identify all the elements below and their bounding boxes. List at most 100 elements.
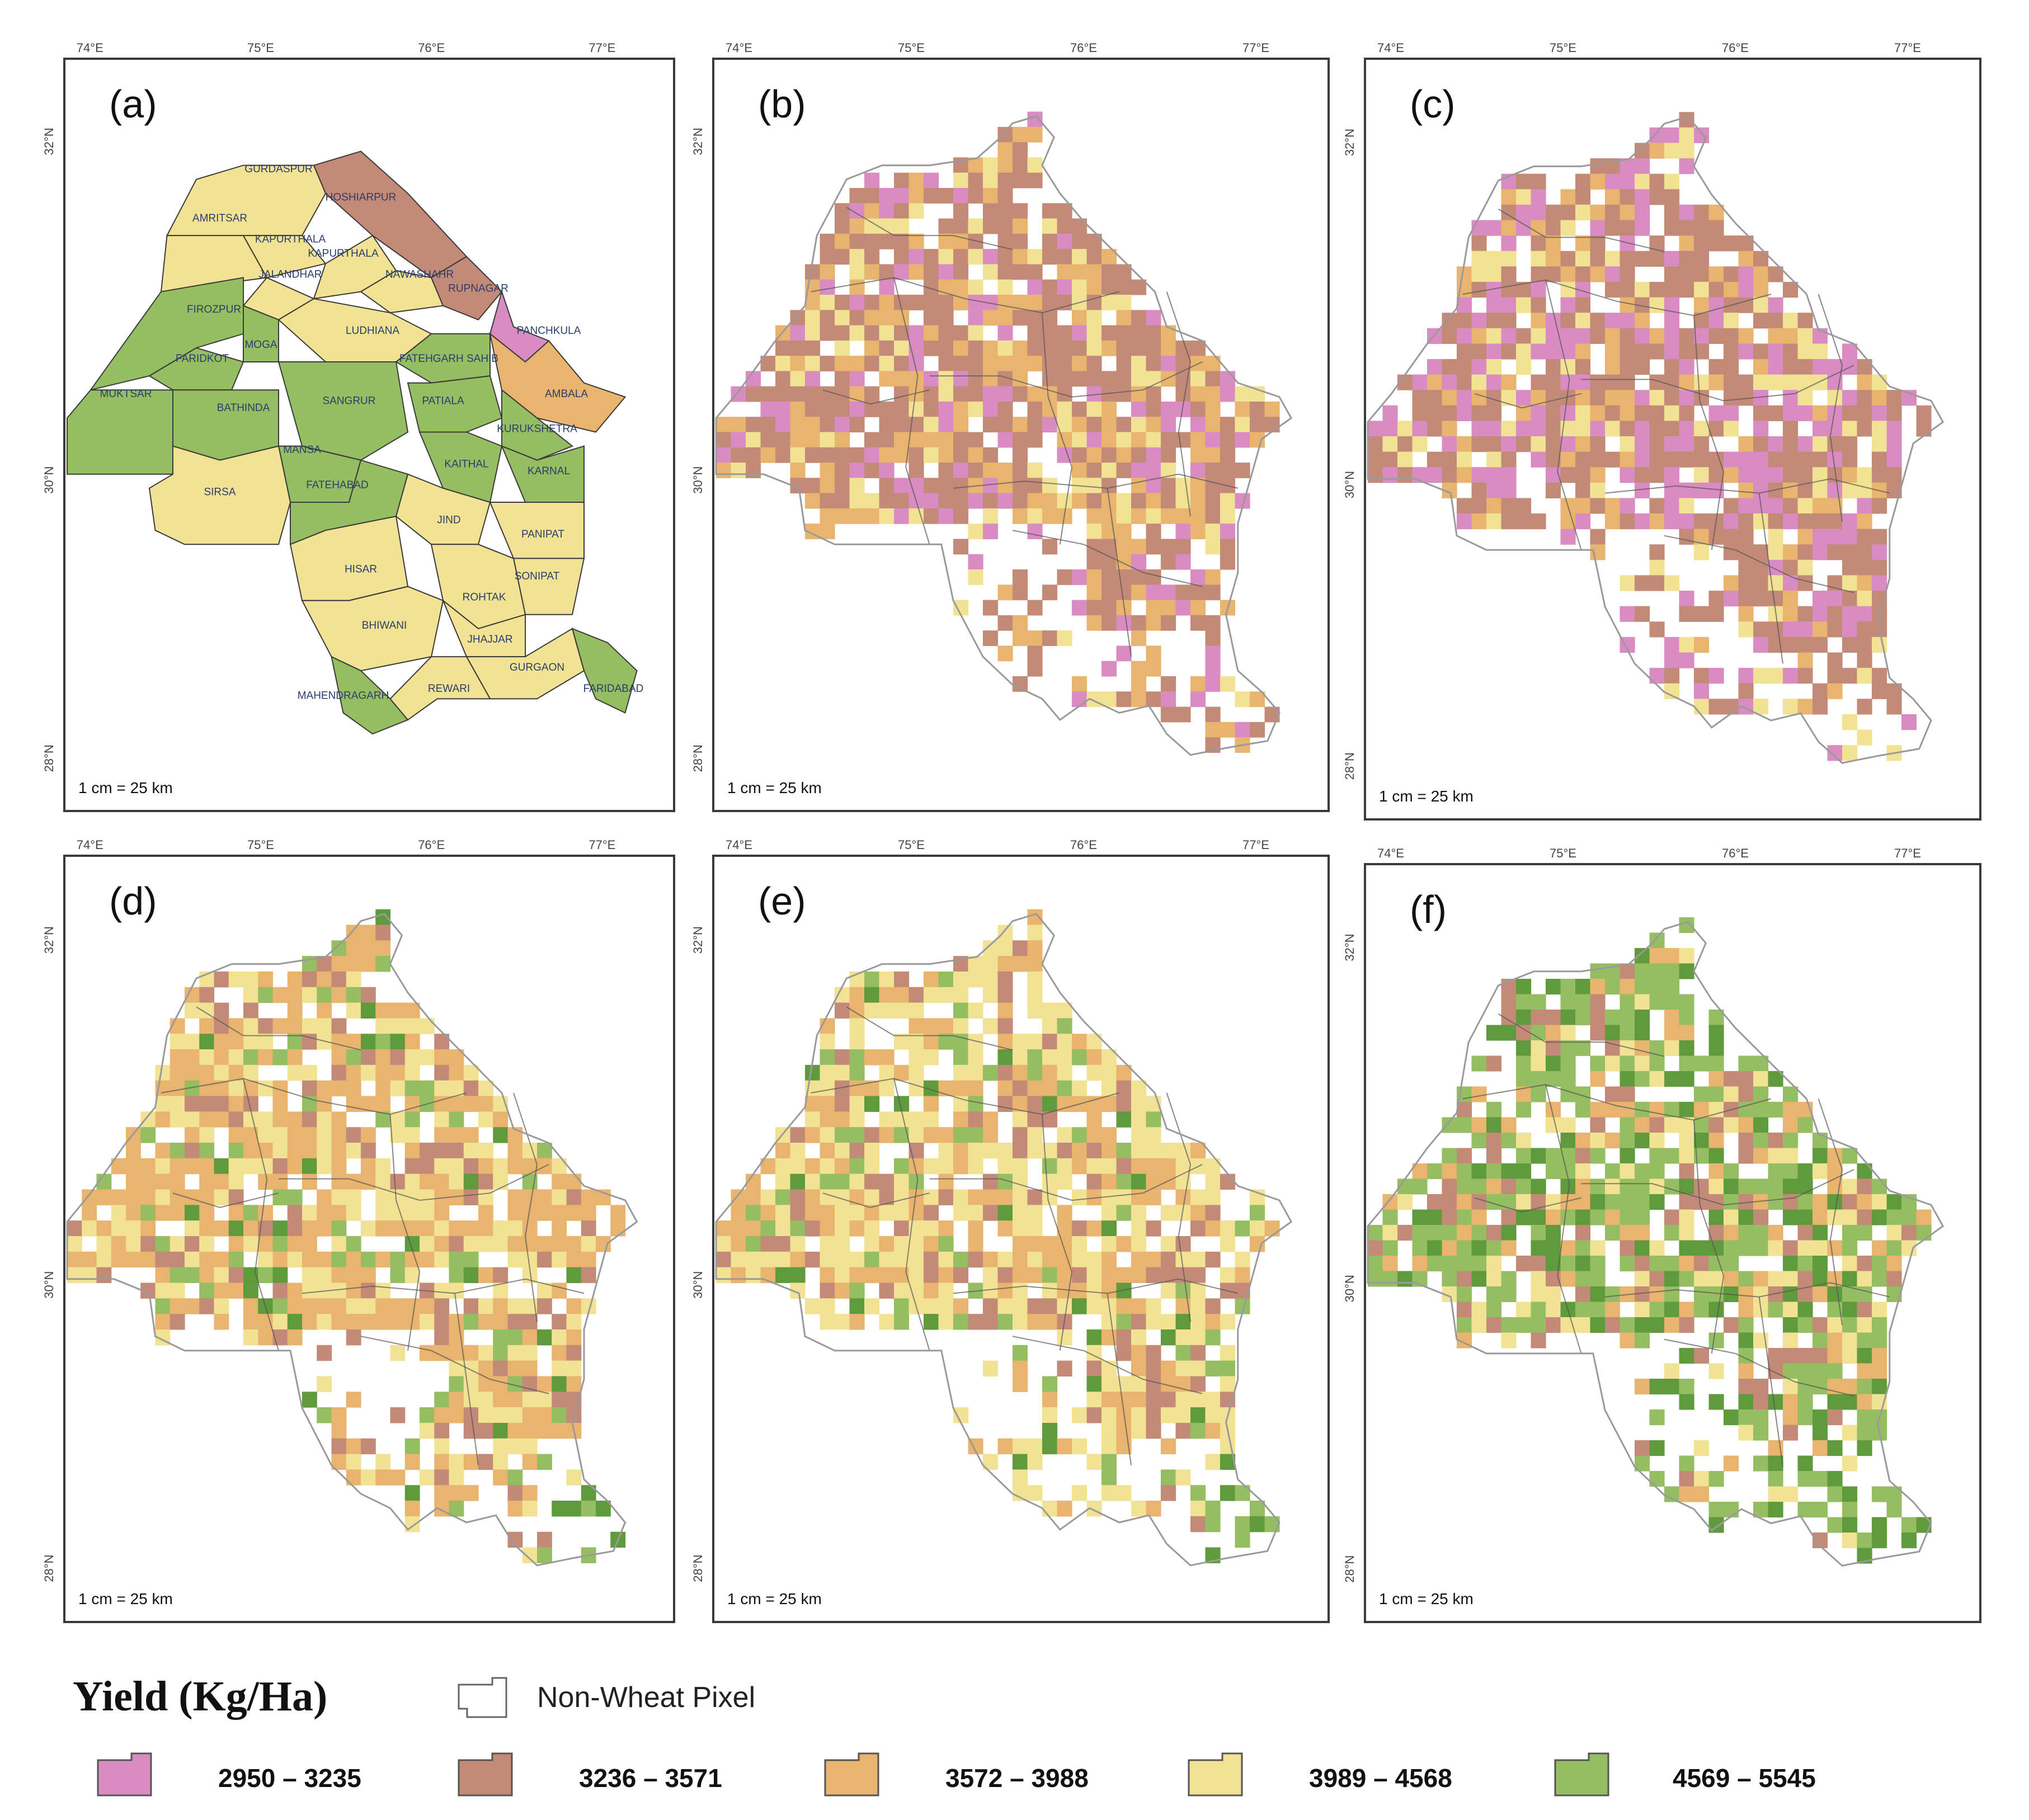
yield-pixel bbox=[835, 1096, 850, 1112]
latitude-tick-label: 32°N bbox=[691, 128, 705, 155]
yield-pixel bbox=[1708, 1332, 1724, 1349]
yield-pixel bbox=[478, 1314, 493, 1330]
district-boundary bbox=[454, 1293, 479, 1465]
yield-pixel bbox=[1146, 508, 1161, 524]
yield-pixel bbox=[1516, 359, 1532, 375]
yield-pixel bbox=[1664, 1025, 1680, 1041]
non-wheat-swatch bbox=[458, 1677, 507, 1718]
yield-pixel bbox=[1724, 405, 1739, 421]
yield-pixel bbox=[1057, 493, 1072, 509]
yield-pixel bbox=[1620, 235, 1635, 252]
yield-pixel bbox=[1635, 1071, 1650, 1087]
yield-pixel bbox=[1635, 421, 1650, 437]
yield-pixel bbox=[1516, 1148, 1532, 1164]
yield-pixel bbox=[894, 1314, 910, 1330]
yield-pixel bbox=[1220, 463, 1236, 478]
yield-pixel bbox=[835, 371, 850, 387]
yield-pixel bbox=[1635, 328, 1650, 344]
yield-pixel bbox=[1501, 994, 1517, 1010]
yield-pixel bbox=[1501, 374, 1517, 390]
yield-pixel bbox=[1116, 1376, 1132, 1392]
yield-pixel bbox=[1205, 1173, 1221, 1190]
yield-pixel bbox=[968, 1002, 983, 1019]
yield-pixel bbox=[82, 1267, 97, 1284]
yield-pixel bbox=[1620, 1117, 1635, 1133]
yield-pixel bbox=[1753, 1240, 1769, 1256]
yield-pixel bbox=[272, 1158, 288, 1175]
yield-pixel bbox=[1027, 987, 1043, 1003]
yield-pixel bbox=[199, 1111, 215, 1128]
yield-pixel bbox=[1101, 447, 1117, 463]
district-boundary bbox=[1693, 315, 1725, 550]
yield-pixel bbox=[1664, 1040, 1680, 1057]
yield-pixel bbox=[1753, 1086, 1769, 1102]
yield-pixel bbox=[243, 1205, 258, 1221]
yield-pixel bbox=[1620, 994, 1635, 1010]
yield-pixel bbox=[1694, 467, 1710, 483]
yield-pixel bbox=[1501, 1025, 1517, 1041]
yield-pixel bbox=[924, 432, 939, 448]
yield-pixel bbox=[1442, 1225, 1457, 1241]
yield-pixel bbox=[1516, 220, 1532, 236]
yield-pixel bbox=[1827, 1332, 1843, 1349]
yield-pixel bbox=[1486, 436, 1502, 452]
yield-pixel bbox=[581, 1189, 596, 1205]
yield-pixel bbox=[1442, 405, 1457, 421]
yield-pixel bbox=[1027, 600, 1043, 616]
yield-pixel bbox=[1131, 279, 1147, 295]
district-boundary bbox=[1462, 1084, 1772, 1121]
yield-pixel bbox=[1664, 575, 1680, 591]
yield-pixel bbox=[1560, 979, 1576, 995]
yield-pixel bbox=[997, 1267, 1013, 1284]
yield-pixel bbox=[331, 1205, 347, 1221]
yield-pixel bbox=[1101, 264, 1117, 280]
yield-pixel bbox=[894, 1002, 910, 1019]
yield-pixel bbox=[1486, 359, 1502, 375]
yield-pixel bbox=[1235, 386, 1250, 402]
yield-pixel bbox=[1027, 508, 1043, 524]
yield-pixel bbox=[1664, 652, 1680, 668]
yield-pixel bbox=[879, 1049, 895, 1065]
yield-pixel bbox=[1531, 297, 1546, 313]
yield-pixel bbox=[775, 1143, 791, 1159]
yield-pixel bbox=[1738, 683, 1754, 699]
yield-pixel bbox=[1101, 432, 1117, 448]
yield-pixel bbox=[317, 1267, 332, 1284]
yield-pixel bbox=[1738, 343, 1754, 360]
yield-pixel bbox=[1635, 994, 1650, 1010]
yield-pixel bbox=[1886, 699, 1902, 715]
yield-pixel bbox=[1131, 340, 1147, 356]
yield-pixel bbox=[302, 1267, 317, 1284]
yield-pixel bbox=[317, 1298, 332, 1314]
yield-pixel bbox=[1086, 1407, 1102, 1423]
yield-pixel bbox=[1442, 1163, 1457, 1180]
yield-pixel bbox=[864, 447, 880, 463]
yield-pixel bbox=[1161, 554, 1176, 570]
yield-pixel bbox=[243, 1314, 258, 1330]
yield-pixel bbox=[1205, 706, 1221, 723]
yield-pixel bbox=[1161, 676, 1176, 692]
yield-pixel bbox=[1086, 508, 1102, 524]
yield-pixel bbox=[1708, 606, 1724, 622]
yield-pixel bbox=[968, 1080, 983, 1097]
longitude-tick-label: 77°E bbox=[589, 41, 615, 55]
yield-pixel bbox=[1694, 297, 1710, 313]
yield-pixel bbox=[1146, 447, 1161, 463]
yield-pixel bbox=[1664, 313, 1680, 329]
yield-pixel bbox=[1531, 235, 1546, 252]
yield-pixel bbox=[1649, 1117, 1665, 1133]
yield-pixel bbox=[835, 1143, 850, 1159]
yield-pixel bbox=[849, 233, 865, 249]
yield-pixel bbox=[1783, 1317, 1799, 1333]
yield-pixel bbox=[1190, 386, 1206, 402]
yield-pixel bbox=[1013, 1205, 1028, 1221]
yield-pixel bbox=[1783, 281, 1799, 298]
yield-pixel bbox=[1146, 1376, 1161, 1392]
yield-pixel bbox=[1724, 529, 1739, 545]
yield-pixel bbox=[835, 508, 850, 524]
yield-pixel bbox=[478, 1173, 493, 1190]
yield-pixel bbox=[1546, 359, 1561, 375]
yield-pixel bbox=[1013, 1173, 1028, 1190]
yield-pixel bbox=[983, 203, 999, 219]
yield-pixel bbox=[775, 1267, 791, 1284]
